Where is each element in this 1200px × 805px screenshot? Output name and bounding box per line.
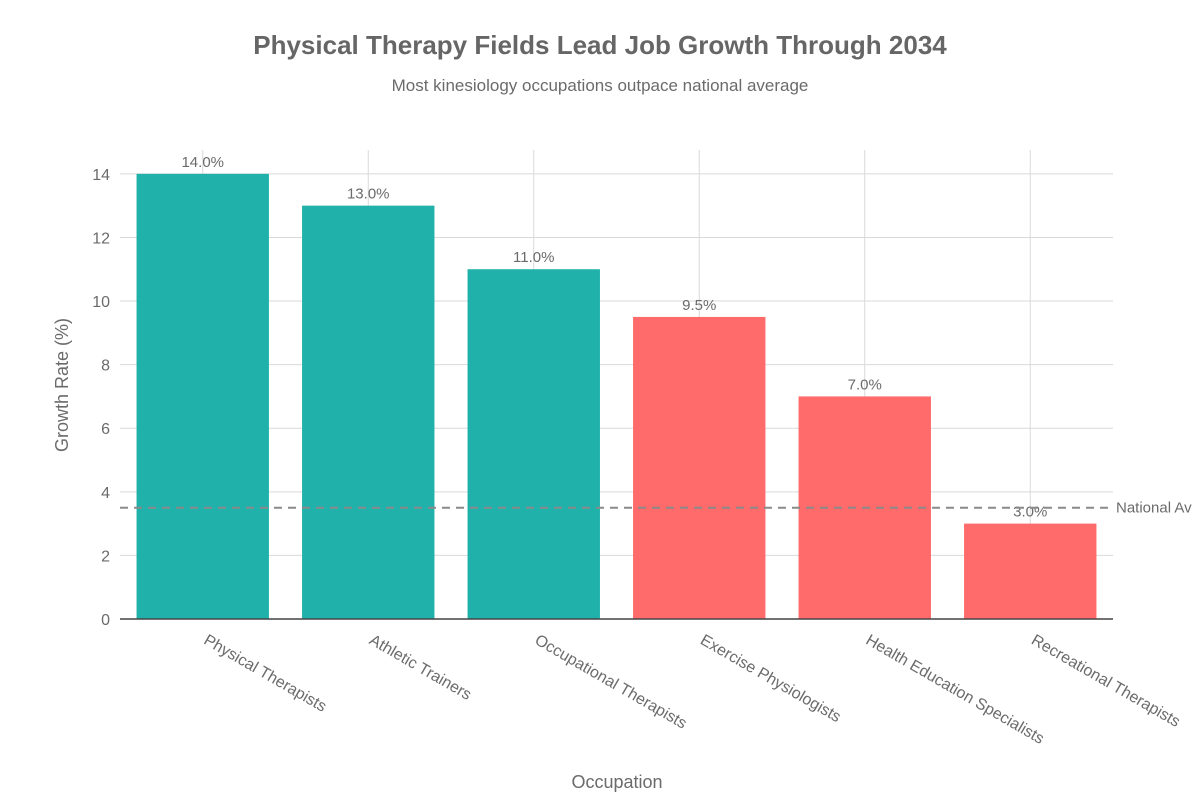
x-tick-label: Recreational Therapists [1028,632,1183,731]
reference-line-label: National Av [1116,500,1192,517]
y-tick-label: 4 [101,485,110,502]
y-tick-label: 6 [101,421,110,438]
x-tick-label: Health Education Specialists [863,632,1047,748]
data-label: 9.5% [682,297,716,314]
x-tick-label: Exercise Physiologists [697,632,843,726]
y-axis-title: Growth Rate (%) [52,318,72,452]
bar-recreational-therapists[interactable] [964,523,1097,619]
data-label: 11.0% [513,249,554,266]
bar-occupational-therapists[interactable] [467,269,600,619]
bar-exercise-physiologists[interactable] [633,316,766,619]
x-axis-title: Occupation [571,772,662,792]
bars [136,173,1097,619]
y-tick-label: 10 [92,294,110,311]
y-tick-label: 0 [101,612,110,629]
data-label: 3.0% [1013,504,1047,521]
chart-subtitle: Most kinesiology occupations outpace nat… [392,76,809,95]
y-tick-label: 2 [101,548,110,565]
reference-line-group: National Av [120,500,1192,517]
y-tick-label: 8 [101,358,110,375]
x-tick-label: Athletic Trainers [366,632,474,704]
data-label: 14.0% [181,154,224,171]
x-tick-label: Physical Therapists [201,632,329,716]
data-label: 13.0% [347,186,390,203]
y-tick-label: 14 [92,167,110,184]
bar-physical-therapists[interactable] [136,173,269,619]
data-label: 7.0% [848,376,882,393]
bar-athletic-trainers[interactable] [302,205,435,619]
y-tick-label: 12 [92,230,110,247]
chart-title: Physical Therapy Fields Lead Job Growth … [253,30,947,60]
data-labels: 14.0% 13.0% 11.0% 9.5% 7.0% 3.0% [181,154,1047,521]
x-tick-label: Occupational Therapists [532,632,690,733]
